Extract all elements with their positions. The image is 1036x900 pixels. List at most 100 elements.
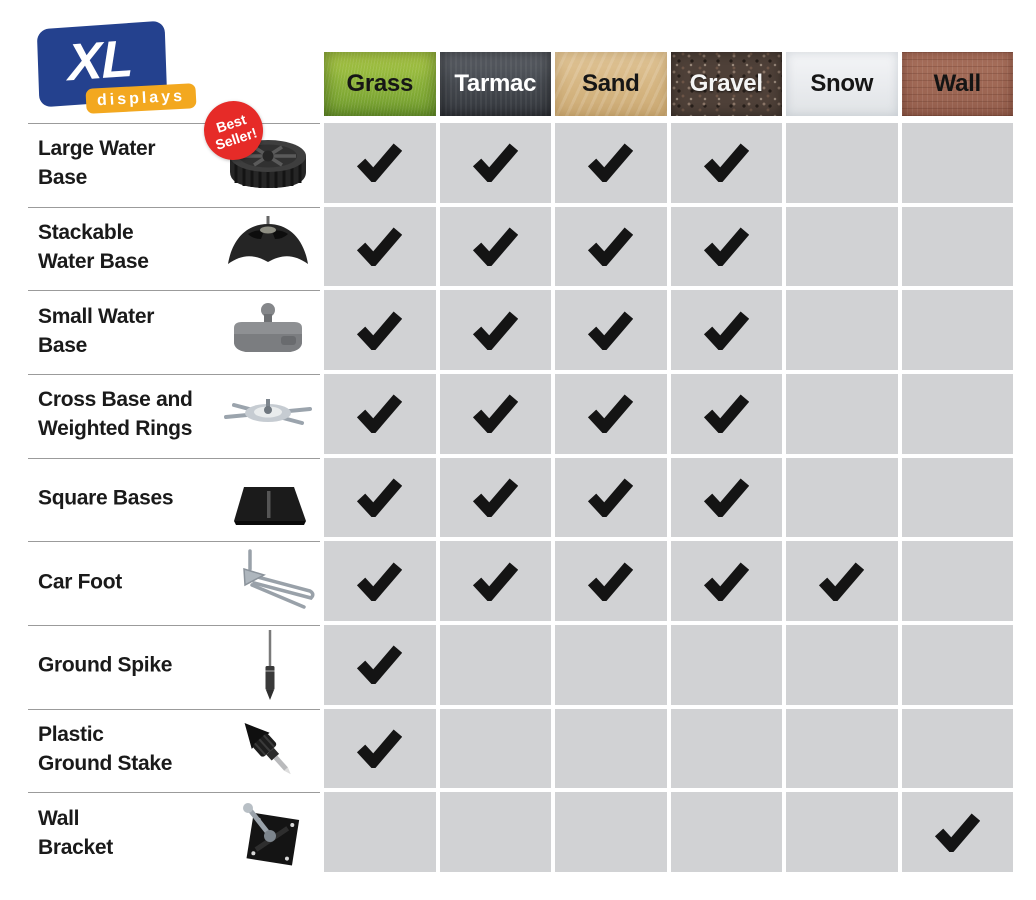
matrix-cell-car-foot-sand [555, 541, 667, 621]
surface-header-tarmac: Tarmac [439, 52, 551, 116]
table-row-wall-bracket: Wall Bracket [28, 792, 1013, 872]
matrix-cell-small-water-base-grass [324, 290, 436, 370]
matrix-cell-plastic-ground-stake-gravel [670, 708, 782, 789]
check-icon [357, 478, 403, 517]
car-foot-image [220, 545, 316, 619]
matrix-cell-large-water-base-grass [324, 123, 436, 203]
product-name-line: Weighted Rings [38, 417, 193, 441]
matrix-cell-square-base-gravel [670, 457, 782, 538]
matrix-cell-small-water-base-sand [555, 290, 667, 370]
product-name-line: Base [38, 166, 88, 190]
matrix-cell-large-water-base-wall [901, 123, 1013, 203]
check-icon [472, 394, 518, 434]
check-icon [588, 394, 634, 434]
check-icon [703, 562, 749, 601]
product-name-line: Water Base [38, 249, 149, 273]
check-icon [703, 478, 749, 517]
table-row-cross-base: Cross Base and Weighted Rings [28, 373, 1013, 454]
table-row-plastic-ground-stake: Plastic Ground Stake [28, 708, 1013, 789]
product-name-line: Stackable [38, 220, 134, 244]
matrix-cell-stackable-water-base-sand [555, 206, 667, 287]
matrix-cell-ground-spike-sand [555, 624, 667, 705]
table-row-ground-spike: Ground Spike [28, 624, 1013, 705]
check-icon [703, 394, 749, 434]
surface-header-row: Grass Tarmac Sand Gravel Snow Wall [324, 52, 1013, 116]
matrix-cell-stackable-water-base-wall [901, 206, 1013, 287]
product-name-line: Car Foot [38, 570, 122, 594]
xl-displays-logo: XL displays [36, 20, 197, 116]
logo-text-xl: XL [66, 29, 134, 93]
table-row-large-water-base: Large Water Base Best Seller! [28, 93, 1013, 203]
matrix-cell-wall-bracket-sand [555, 792, 667, 872]
product-label-cell: Cross Base and Weighted Rings [28, 373, 320, 454]
check-icon [472, 311, 518, 350]
matrix-cell-square-base-tarmac [439, 457, 551, 538]
product-label-cell: Large Water Base Best Seller! [28, 93, 320, 203]
matrix-cell-stackable-water-base-gravel [670, 206, 782, 287]
product-name-line: Small Water [38, 304, 155, 328]
matrix-cell-car-foot-snow [786, 541, 898, 621]
product-name-line: Wall [38, 806, 80, 830]
check-icon [357, 394, 403, 434]
matrix-cell-car-foot-gravel [670, 541, 782, 621]
table-row-car-foot: Car Foot [28, 541, 1013, 621]
product-name-line: Ground Spike [38, 653, 173, 677]
wall-bracket-image [220, 796, 316, 870]
matrix-cell-stackable-water-base-grass [324, 206, 436, 287]
check-icon [357, 227, 403, 266]
matrix-cell-cross-base-tarmac [439, 373, 551, 454]
product-name-line: Cross Base and [38, 388, 193, 412]
matrix-cell-square-base-grass [324, 457, 436, 538]
product-name: Small Water Base [38, 302, 154, 360]
cross-base-image [220, 377, 316, 451]
product-name-line: Square Bases [38, 486, 174, 510]
matrix-cell-large-water-base-gravel [670, 123, 782, 203]
matrix-cell-plastic-ground-stake-tarmac [439, 708, 551, 789]
matrix-cell-plastic-ground-stake-sand [555, 708, 667, 789]
surface-header-wall: Wall [901, 52, 1013, 116]
surface-header-grass: Grass [324, 52, 436, 116]
check-icon [472, 562, 518, 601]
check-icon [472, 143, 518, 183]
product-name-line: Base [38, 333, 88, 357]
table-row-small-water-base: Small Water Base [28, 290, 1013, 370]
square-base-image [220, 461, 316, 535]
product-name: Large Water Base [38, 134, 156, 192]
product-label-cell: Small Water Base [28, 290, 320, 370]
check-icon [819, 562, 865, 601]
matrix-cell-large-water-base-snow [786, 123, 898, 203]
product-label-cell: Car Foot [28, 541, 320, 621]
surface-header-sand: Sand [555, 52, 667, 116]
product-label-cell: Stackable Water Base [28, 206, 320, 287]
compatibility-matrix: Large Water Base Best Seller! Stackable Wa… [28, 93, 1013, 872]
matrix-cell-cross-base-gravel [670, 373, 782, 454]
matrix-cell-wall-bracket-snow [786, 792, 898, 872]
matrix-cell-small-water-base-gravel [670, 290, 782, 370]
check-icon [588, 311, 634, 350]
table-row-stackable-water-base: Stackable Water Base [28, 206, 1013, 287]
product-name: Cross Base and Weighted Rings [38, 385, 193, 443]
product-label-cell: Plastic Ground Stake [28, 708, 320, 789]
matrix-cell-square-base-wall [901, 457, 1013, 538]
product-label-cell: Wall Bracket [28, 792, 320, 872]
check-icon [703, 143, 749, 183]
matrix-cell-ground-spike-wall [901, 624, 1013, 705]
product-name-line: Large Water [38, 137, 156, 161]
matrix-cell-large-water-base-sand [555, 123, 667, 203]
check-icon [472, 478, 518, 517]
check-icon [472, 227, 518, 266]
product-label-cell: Square Bases [28, 457, 320, 538]
matrix-cell-small-water-base-wall [901, 290, 1013, 370]
matrix-cell-plastic-ground-stake-grass [324, 708, 436, 789]
check-icon [357, 311, 403, 350]
check-icon [588, 478, 634, 517]
plastic-ground-stake-image [220, 712, 316, 786]
matrix-cell-wall-bracket-gravel [670, 792, 782, 872]
matrix-cell-wall-bracket-wall [901, 792, 1013, 872]
surface-header-gravel: Gravel [670, 52, 782, 116]
check-icon [703, 311, 749, 350]
matrix-cell-cross-base-grass [324, 373, 436, 454]
check-icon [588, 227, 634, 266]
check-icon [357, 562, 403, 601]
product-name: Car Foot [38, 567, 122, 596]
